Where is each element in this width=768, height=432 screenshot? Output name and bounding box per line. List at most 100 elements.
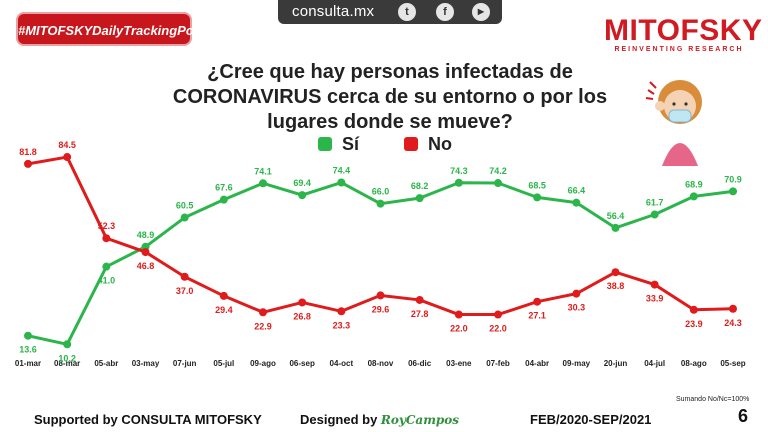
x-tick-label: 01-mar — [15, 359, 41, 368]
sum-note: Sumando No/Nc=100% — [676, 396, 750, 403]
data-label-si: 69.4 — [293, 178, 311, 188]
data-point-no — [24, 159, 32, 168]
data-label-no: 38.8 — [607, 281, 625, 291]
data-point-no — [572, 289, 581, 298]
x-tick-label: 04-oct — [330, 359, 354, 368]
data-label-si: 70.9 — [724, 174, 742, 184]
data-point-si — [650, 210, 659, 219]
series-line-no — [27, 155, 734, 317]
data-point-no — [219, 291, 228, 300]
x-tick-label: 08-mar — [54, 359, 80, 368]
data-label-no: 22.9 — [254, 321, 272, 331]
data-point-no — [533, 297, 542, 306]
x-tick-label: 05-abr — [94, 359, 118, 368]
legend-no-swatch — [404, 137, 418, 151]
data-label-si: 60.5 — [176, 201, 194, 211]
data-point-si — [298, 191, 307, 200]
data-point-no — [689, 305, 698, 314]
x-tick-label: 03-may — [132, 359, 160, 368]
data-label-si: 56.4 — [607, 211, 625, 221]
data-point-no — [729, 304, 737, 313]
data-point-si — [494, 179, 502, 188]
data-point-si — [611, 223, 620, 232]
youtube-icon[interactable]: ▶ — [472, 3, 490, 21]
x-tick-label: 06-sep — [289, 359, 314, 368]
data-label-no: 27.1 — [528, 311, 546, 321]
data-label-no: 23.9 — [685, 319, 703, 329]
data-point-no — [415, 295, 424, 304]
data-point-no — [650, 280, 659, 289]
designer-signature: RoyCampos — [380, 413, 460, 427]
site-link[interactable]: consulta.mx — [292, 3, 375, 20]
page-number: 6 — [738, 406, 749, 426]
x-tick-label: 09-ago — [250, 359, 276, 368]
data-label-si: 48.9 — [137, 230, 155, 240]
x-tick-label: 08-ago — [681, 359, 707, 368]
data-point-si — [454, 178, 463, 187]
twitter-icon[interactable]: t — [398, 3, 416, 21]
data-point-no — [180, 272, 189, 281]
chart-title: ¿Cree que hay personas infectadas de COR… — [172, 61, 608, 133]
data-point-no — [63, 153, 72, 162]
data-point-si — [729, 187, 737, 196]
data-label-no: 29.4 — [215, 305, 233, 315]
brand-logo: MITOFSKY REINVENTING RESEARCH — [604, 16, 762, 54]
data-label-no: 27.8 — [411, 309, 429, 319]
data-label-no: 81.8 — [19, 147, 37, 157]
x-tick-label: 07-feb — [486, 359, 510, 368]
data-point-no — [337, 307, 346, 316]
top-bar: consulta.mx t f ▶ — [278, 0, 502, 24]
legend-si-label: Sí — [342, 134, 360, 154]
data-label-no: 22.0 — [450, 324, 468, 334]
designed-by-label: Designed by — [300, 412, 378, 427]
data-point-si — [63, 340, 72, 349]
data-point-no — [102, 234, 111, 243]
footer-supported: Supported by CONSULTA MITOFSKY — [34, 412, 262, 427]
data-label-si: 41.0 — [98, 276, 116, 286]
x-tick-label: 04-abr — [525, 359, 549, 368]
data-point-no — [376, 291, 385, 300]
x-tick-label: 08-nov — [368, 359, 394, 368]
x-tick-label: 05-sep — [720, 359, 745, 368]
data-label-si: 10.2 — [58, 353, 76, 363]
data-label-no: 84.5 — [58, 140, 76, 150]
data-label-si: 74.2 — [489, 166, 507, 176]
data-point-si — [337, 178, 346, 187]
data-label-no: 29.6 — [372, 304, 390, 314]
data-label-no: 30.3 — [568, 303, 586, 313]
tracking-poll-badge: #MITOFSKYDailyTrackingPoll — [16, 12, 201, 46]
legend-si-swatch — [318, 137, 332, 151]
brand-tagline: REINVENTING RESEARCH — [614, 46, 744, 53]
data-label-si: 67.6 — [215, 183, 233, 193]
data-point-si — [376, 199, 385, 208]
x-tick-label: 20-jun — [604, 359, 628, 368]
data-point-no — [494, 310, 502, 319]
data-label-no: 37.0 — [176, 286, 194, 296]
data-point-si — [102, 262, 111, 271]
data-label-no: 46.8 — [137, 261, 155, 271]
data-point-no — [298, 298, 307, 307]
data-point-si — [689, 192, 698, 201]
data-label-no: 52.3 — [98, 221, 116, 231]
data-label-si: 74.4 — [333, 166, 351, 176]
data-point-no — [454, 310, 463, 319]
data-label-si: 68.9 — [685, 179, 703, 189]
x-tick-label: 05-jul — [213, 359, 234, 368]
x-tick-label: 04-jul — [644, 359, 665, 368]
data-point-si — [572, 198, 581, 207]
data-label-no: 24.3 — [724, 318, 742, 328]
facebook-icon[interactable]: f — [436, 3, 454, 21]
data-label-si: 61.7 — [646, 198, 664, 208]
data-point-si — [180, 213, 189, 222]
data-label-si: 66.0 — [372, 187, 390, 197]
data-point-no — [141, 248, 150, 257]
data-label-si: 74.1 — [254, 166, 272, 176]
masked-person-illustration — [645, 80, 702, 166]
data-label-si: 68.2 — [411, 181, 429, 191]
data-label-no: 22.0 — [489, 324, 507, 334]
data-point-no — [611, 268, 620, 277]
legend-no-label: No — [428, 134, 452, 154]
data-label-si: 66.4 — [568, 186, 586, 196]
legend-no: No — [404, 134, 452, 155]
